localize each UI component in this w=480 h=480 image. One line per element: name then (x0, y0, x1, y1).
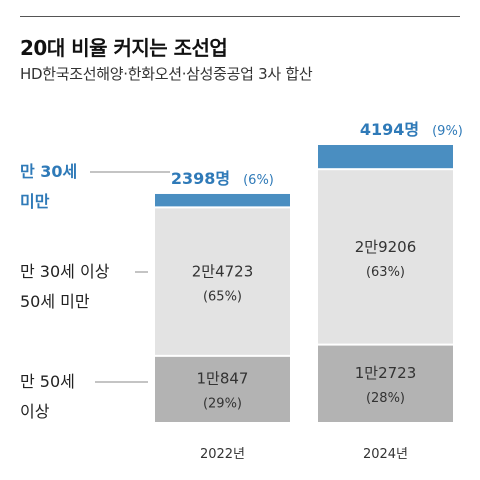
legend-label-under30-0: 만 30세 (20, 162, 77, 181)
legend-label-under30-1: 미만 (20, 192, 50, 211)
chart-title: 20대 비율 커지는 조선업 (20, 36, 228, 60)
bar-segment-mid-1 (318, 170, 453, 344)
legend-label-mid-1: 50세 미만 (20, 292, 90, 311)
bar-segment-under30-1 (318, 145, 453, 169)
chart-subtitle: HD한국조선해양·한화오션·삼성중공업 3사 합산 (20, 65, 313, 83)
percent-label-over50-0: (29%) (203, 396, 242, 411)
x-tick-label-1: 2024년 (363, 447, 408, 462)
percent-label-mid-1: (63%) (366, 265, 405, 280)
bar-segment-over50-0 (155, 356, 290, 422)
bar-segment-over50-1 (318, 345, 453, 422)
data-label-over50-0: 1만847 (197, 369, 249, 387)
data-label-mid-0: 2만4723 (192, 263, 254, 281)
legend-label-over50-1: 이상 (20, 402, 50, 421)
data-label-mid-1: 2만9206 (355, 238, 417, 256)
percent-label-over50-1: (28%) (366, 391, 405, 406)
percent-label-under30-0: (6%) (243, 173, 274, 188)
data-label-under30-1: 4194명 (360, 120, 419, 139)
x-tick-label-0: 2022년 (200, 447, 245, 462)
percent-label-mid-0: (65%) (203, 290, 242, 305)
bar-segment-under30-0 (155, 193, 290, 207)
percent-label-under30-1: (9%) (432, 124, 463, 139)
data-label-under30-0: 2398명 (171, 169, 230, 188)
top-rule (20, 16, 460, 17)
bar-segment-mid-0 (155, 208, 290, 355)
data-label-over50-1: 1만2723 (355, 364, 417, 382)
legend-label-over50-0: 만 50세 (20, 372, 75, 391)
legend-label-mid-0: 만 30세 이상 (20, 262, 110, 281)
